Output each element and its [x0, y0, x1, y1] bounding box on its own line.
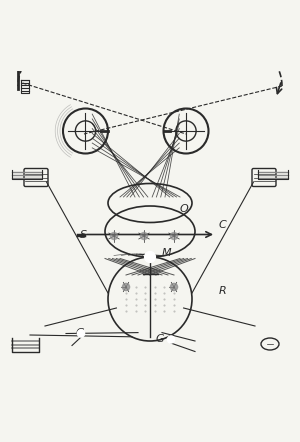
Circle shape	[145, 251, 155, 263]
Circle shape	[167, 336, 175, 343]
Circle shape	[110, 232, 118, 240]
Circle shape	[170, 232, 178, 240]
Circle shape	[77, 330, 85, 337]
Circle shape	[170, 283, 178, 290]
Text: S: S	[80, 230, 87, 240]
Circle shape	[140, 232, 148, 240]
Circle shape	[122, 283, 130, 290]
Text: M: M	[162, 248, 172, 258]
Text: O: O	[180, 204, 189, 214]
Text: R: R	[219, 286, 227, 297]
Text: G: G	[75, 328, 84, 339]
Text: C: C	[219, 221, 227, 230]
Text: G: G	[156, 335, 165, 344]
